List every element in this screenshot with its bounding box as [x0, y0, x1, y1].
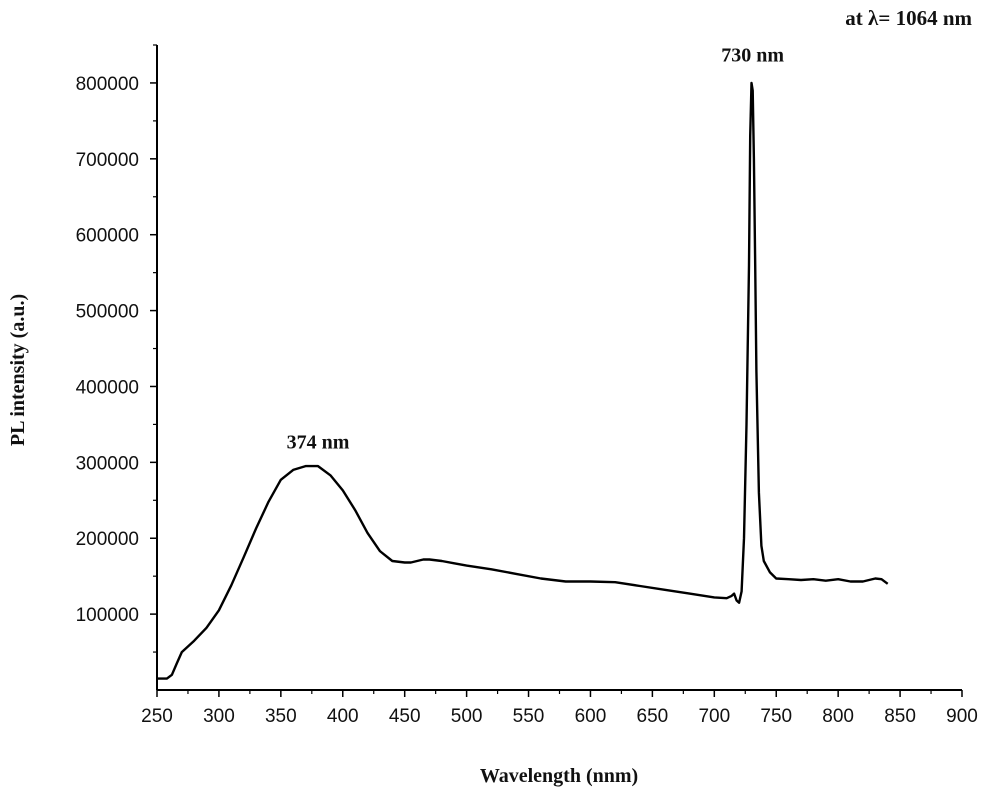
x-tick-label: 900 — [946, 706, 978, 727]
axes — [156, 45, 962, 691]
x-tick-label: 400 — [327, 706, 359, 727]
tick-labels: 250 300 350 400 450 500 550 600 650 700 750 800 850 9… — [76, 74, 978, 727]
x-tick-label: 600 — [575, 706, 607, 727]
x-tick-label: 250 — [141, 706, 173, 727]
y-tick-label: 100000 — [76, 605, 139, 626]
x-tick-label: 550 — [513, 706, 545, 727]
series-layer — [157, 81, 889, 680]
peak-label-374: 374 nm — [287, 432, 350, 454]
x-tick-label: 350 — [265, 706, 297, 727]
peak-label-730: 730 nm — [721, 45, 784, 67]
y-tick-label: 500000 — [76, 302, 139, 323]
y-tick-label: 700000 — [76, 150, 139, 171]
x-tick-label: 750 — [760, 706, 792, 727]
x-axis-title: Wavelength (nnm) — [480, 765, 638, 787]
ticks — [150, 44, 963, 697]
y-tick-label: 800000 — [76, 74, 139, 95]
x-tick-label: 800 — [822, 706, 854, 727]
y-tick-label: 200000 — [76, 529, 139, 550]
pl-spectrum-line — [157, 81, 889, 680]
x-tick-label: 700 — [698, 706, 730, 727]
excitation-note: at λ= 1064 nm — [845, 6, 972, 30]
y-tick-label: 400000 — [76, 377, 139, 398]
x-tick-label: 650 — [637, 706, 669, 727]
x-tick-label: 300 — [203, 706, 235, 727]
x-tick-label: 500 — [451, 706, 483, 727]
y-tick-label: 300000 — [76, 453, 139, 474]
y-axis-title: PL intensity (a.u.) — [7, 294, 29, 446]
x-tick-label: 450 — [389, 706, 421, 727]
y-tick-label: 600000 — [76, 226, 139, 247]
x-tick-label: 850 — [884, 706, 916, 727]
